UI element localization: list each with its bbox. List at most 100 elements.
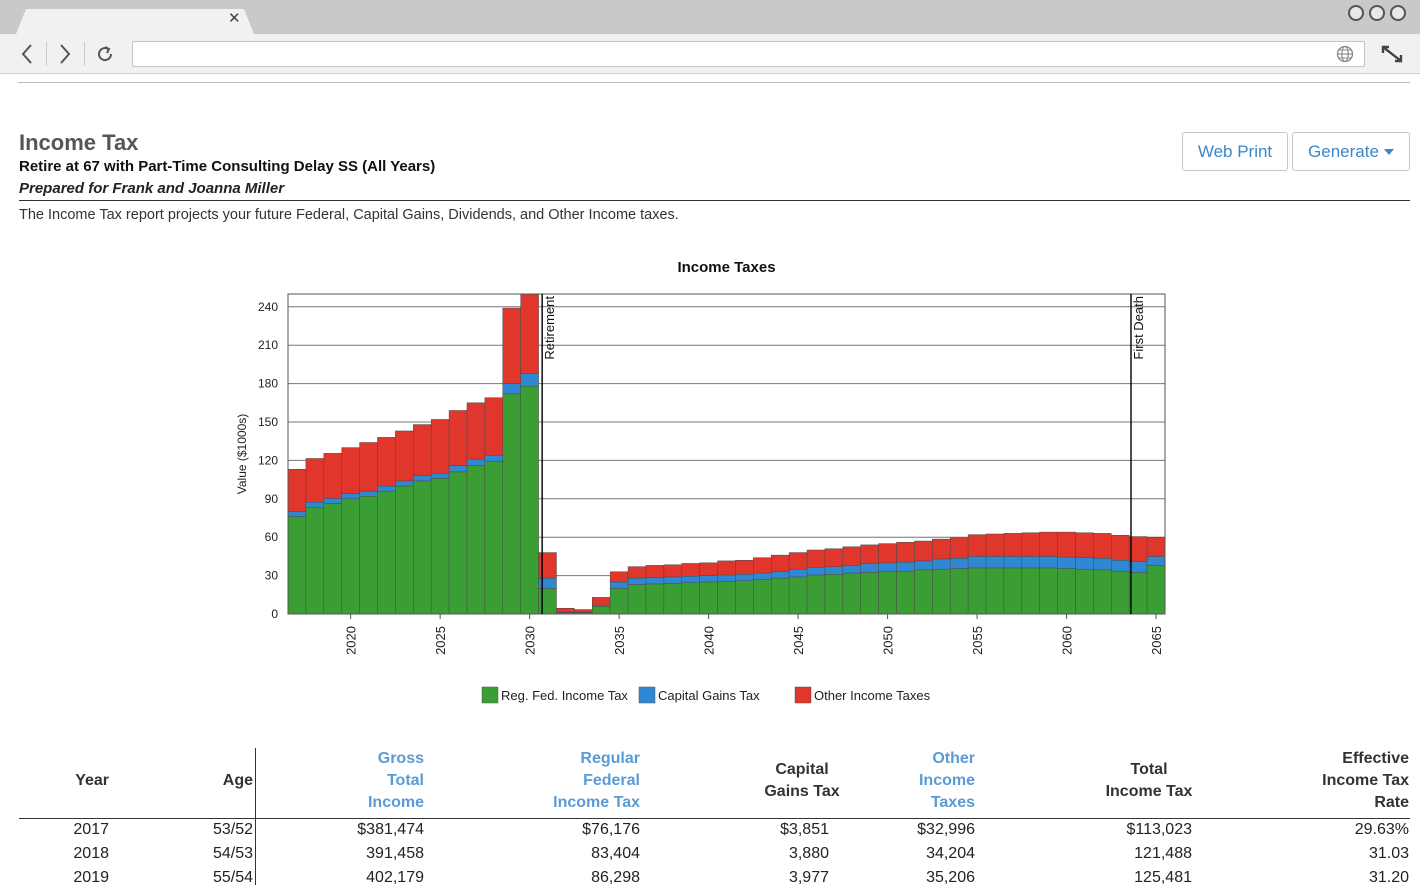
forward-icon[interactable]: [50, 39, 80, 69]
browser-nav-bar: [0, 34, 1420, 74]
bar-segment: [645, 577, 665, 585]
bar-segment: [574, 609, 593, 613]
x-tick-label: 2040: [702, 626, 717, 655]
col-header-capital: Capital Gains Tax: [764, 761, 840, 800]
bar-segment: [735, 580, 754, 615]
y-tick-label: 150: [258, 415, 278, 429]
bar-segment: [860, 544, 879, 564]
bar-segment: [699, 575, 718, 583]
generate-button[interactable]: Generate: [1292, 132, 1410, 171]
y-tick-label: 90: [265, 492, 279, 506]
bar-segment: [753, 557, 772, 574]
bar-segment: [967, 534, 987, 557]
bar-segment: [914, 569, 933, 615]
bar-segment: [949, 558, 969, 569]
bar-segment: [395, 485, 414, 615]
address-bar[interactable]: [132, 41, 1365, 67]
y-tick-label: 30: [265, 569, 279, 583]
window-dot-icon[interactable]: [1390, 5, 1406, 21]
chart-title: Income Taxes: [677, 259, 775, 276]
bar-segment: [305, 458, 325, 503]
y-tick-label: 180: [258, 377, 278, 391]
bar-segment: [735, 559, 754, 575]
bar-segment: [1003, 533, 1023, 557]
bar-segment: [967, 567, 987, 615]
bar-segment: [1057, 556, 1076, 569]
bar-segment: [1075, 532, 1094, 558]
col-header-regular[interactable]: Regular Federal Income Tax: [553, 750, 640, 811]
bar-segment: [932, 558, 951, 570]
bar-segment: [914, 560, 933, 571]
bar-segment: [806, 549, 826, 568]
bar-segment: [681, 582, 700, 615]
bar-segment: [556, 607, 575, 613]
reload-icon[interactable]: [90, 39, 120, 69]
bar-segment: [1111, 535, 1130, 561]
bar-segment: [538, 588, 557, 615]
bar-segment: [932, 538, 951, 560]
bar-segment: [377, 490, 396, 615]
bar-segment: [466, 458, 486, 466]
web-print-button[interactable]: Web Print: [1182, 132, 1288, 171]
y-tick-label: 120: [258, 453, 278, 467]
bar-segment: [484, 455, 504, 462]
bar-segment: [770, 577, 790, 615]
window-dot-icon[interactable]: [1369, 5, 1385, 21]
bar-segment: [770, 554, 790, 573]
table-row: 2017 53/52 $381,474 $76,176 $3,851 $32,9…: [73, 821, 1409, 838]
close-tab-icon[interactable]: ✕: [228, 10, 241, 27]
bar-segment: [430, 478, 450, 615]
bar-segment: [878, 562, 897, 573]
bar-segment: [860, 563, 879, 573]
bar-segment: [627, 577, 647, 585]
col-header-other[interactable]: Other Income Taxes: [918, 750, 975, 811]
bar-segment: [574, 611, 593, 613]
bar-segment: [520, 373, 539, 387]
bar-segment: [430, 419, 450, 474]
bar-segment: [341, 498, 360, 615]
y-tick-label: 0: [271, 607, 278, 621]
bar-segment: [395, 430, 414, 482]
caret-down-icon: [1383, 148, 1394, 155]
bar-segment: [735, 574, 754, 581]
browser-tab[interactable]: [16, 9, 254, 34]
bar-segment: [717, 581, 736, 615]
bar-segment: [932, 568, 951, 615]
bar-segment: [753, 579, 772, 615]
bar-segment: [949, 568, 969, 615]
col-header-gross[interactable]: Gross Total Income: [367, 750, 424, 811]
legend-label: Capital Gains Tax: [658, 688, 760, 703]
bar-segment: [448, 465, 468, 473]
globe-icon: [1336, 45, 1354, 63]
report-subtitle: Retire at 67 with Part-Time Consulting D…: [19, 158, 436, 175]
bar-segment: [681, 563, 700, 577]
bar-segment: [1111, 570, 1130, 615]
bar-segment: [556, 611, 575, 613]
bar-segment: [609, 581, 629, 589]
back-icon[interactable]: [12, 39, 42, 69]
bar-segment: [663, 576, 683, 584]
x-tick-label: 2060: [1060, 626, 1075, 655]
extension-icon[interactable]: [1380, 44, 1404, 64]
bar-segment: [520, 385, 539, 615]
bar-segment: [413, 424, 432, 477]
bar-segment: [341, 447, 360, 494]
window-dot-icon[interactable]: [1348, 5, 1364, 21]
bar-segment: [860, 572, 879, 615]
bar-segment: [413, 475, 432, 482]
x-tick-label: 2045: [791, 626, 806, 655]
bar-segment: [717, 560, 736, 576]
window-controls: [1348, 5, 1406, 21]
event-marker-label: Retirement: [542, 296, 557, 360]
bar-segment: [323, 498, 342, 504]
bar-segment: [770, 571, 790, 579]
bar-segment: [502, 307, 521, 384]
bar-segment: [1003, 567, 1023, 615]
bar-segment: [717, 574, 736, 582]
table-header: Year Age Gross Total Income Regular Federal…: [19, 748, 1410, 818]
bar-segment: [556, 612, 575, 615]
bar-segment: [1146, 565, 1166, 615]
y-tick-label: 240: [258, 300, 278, 314]
bar-segment: [377, 485, 396, 492]
bar-segment: [985, 533, 1005, 557]
